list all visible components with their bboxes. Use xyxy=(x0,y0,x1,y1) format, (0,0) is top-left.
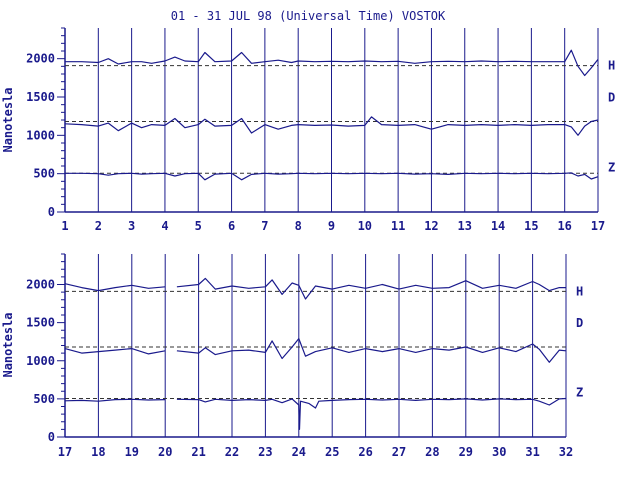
x-tick-label: 26 xyxy=(358,445,372,459)
y-tick-label: 500 xyxy=(33,167,55,181)
x-tick-label: 7 xyxy=(261,219,268,233)
x-tick-label: 23 xyxy=(258,445,272,459)
x-tick-label: 17 xyxy=(58,445,72,459)
y-tick-label: 1000 xyxy=(26,354,55,368)
x-tick-label: 12 xyxy=(424,219,438,233)
y-tick-label: 500 xyxy=(33,392,55,406)
panel-2: 17 18 19 20 21 22 23 24 25 26 27 28 29 30 31 32 0 500 1000… xyxy=(1,253,583,459)
y-axis-label: Nanotesla xyxy=(1,312,15,377)
panel-1: 1 2 3 4 5 6 7 8 9 10 11 12 13 14 15 16 17050010001500200… xyxy=(1,27,615,233)
y-tick-label: 2000 xyxy=(26,52,55,66)
series-h-line xyxy=(64,277,566,300)
x-tick-label: 18 xyxy=(91,445,105,459)
x-tick-label: 2 xyxy=(95,219,102,233)
series-d-line xyxy=(64,116,599,136)
series-label-z: Z xyxy=(576,385,583,399)
x-tick-label: 32 xyxy=(559,445,573,459)
y-tick-label: 0 xyxy=(48,430,55,444)
x-tick-label: 13 xyxy=(458,219,472,233)
x-tick-label: 9 xyxy=(328,219,335,233)
series-z-line xyxy=(64,397,567,430)
x-tick-label: 11 xyxy=(391,219,405,233)
x-tick-label: 21 xyxy=(191,445,205,459)
x-tick-label: 24 xyxy=(292,445,306,459)
y-tick-label: 1000 xyxy=(26,128,55,142)
x-tick-label: 30 xyxy=(492,445,506,459)
y-tick-label: 1500 xyxy=(26,316,55,330)
x-tick-label: 16 xyxy=(557,219,571,233)
x-tick-label: 27 xyxy=(392,445,406,459)
y-tick-label: 2000 xyxy=(26,278,55,292)
series-d-line xyxy=(64,338,567,363)
x-tick-label: 29 xyxy=(459,445,473,459)
x-tick-label: 20 xyxy=(158,445,172,459)
x-tick-label: 19 xyxy=(125,445,139,459)
series-label-h: H xyxy=(576,284,583,298)
x-tick-label: 3 xyxy=(128,219,135,233)
x-tick-label: 8 xyxy=(295,219,302,233)
y-tick-label: 0 xyxy=(48,205,55,219)
series-label-d: D xyxy=(608,91,615,105)
x-tick-label: 14 xyxy=(491,219,505,233)
x-tick-label: 22 xyxy=(225,445,239,459)
y-tick-label: 1500 xyxy=(26,90,55,104)
series-label-z: Z xyxy=(608,160,615,174)
x-tick-label: 25 xyxy=(325,445,339,459)
x-tick-label: 31 xyxy=(525,445,539,459)
x-tick-label: 28 xyxy=(425,445,439,459)
chart-title: 01 - 31 JUL 98 (Universal Time) VOSTOK xyxy=(171,9,446,23)
x-tick-label: 10 xyxy=(358,219,372,233)
x-tick-label: 6 xyxy=(228,219,235,233)
x-tick-label: 4 xyxy=(161,219,168,233)
x-tick-label: 1 xyxy=(61,219,68,233)
x-tick-label: 5 xyxy=(195,219,202,233)
series-label-h: H xyxy=(608,59,615,73)
y-axis-label: Nanotesla xyxy=(1,87,15,152)
series-h-line xyxy=(65,49,599,77)
x-tick-label: 17 xyxy=(591,219,605,233)
x-tick-label: 15 xyxy=(524,219,538,233)
series-z-line xyxy=(65,172,599,181)
series-label-d: D xyxy=(576,316,583,330)
